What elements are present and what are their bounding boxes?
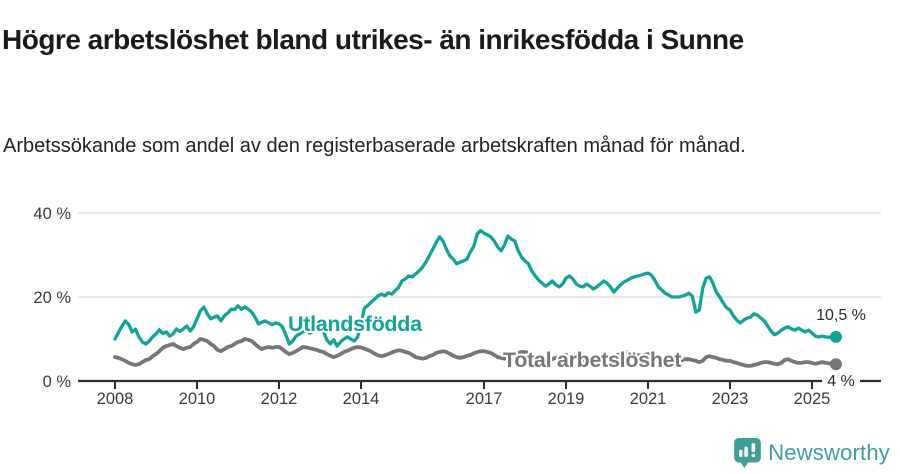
series-label-1: Total arbetslöshet — [503, 348, 681, 372]
brand-name: Newsworthy — [768, 440, 890, 465]
end-dot-1 — [829, 358, 842, 371]
series-line-0 — [113, 228, 838, 348]
svg-text:40 %: 40 % — [33, 205, 71, 223]
y-axis-labels: 0 % 20 % 40 % — [33, 205, 71, 391]
series-line-1 — [113, 337, 838, 368]
svg-text:2017: 2017 — [466, 390, 503, 408]
svg-text:20 %: 20 % — [33, 289, 71, 307]
svg-text:2008: 2008 — [97, 390, 134, 408]
svg-text:2025: 2025 — [794, 390, 831, 408]
end-label-1: 4 % — [827, 373, 855, 390]
page-title: Högre arbetslöshet bland utrikes- än inr… — [2, 23, 744, 55]
svg-text:2021: 2021 — [630, 390, 667, 408]
newsworthy-icon — [734, 438, 762, 468]
svg-text:2010: 2010 — [179, 390, 216, 408]
svg-text:0 %: 0 % — [43, 373, 72, 391]
svg-text:2023: 2023 — [712, 390, 749, 408]
series-label-0: Utlandsfödda — [288, 312, 423, 336]
svg-text:2012: 2012 — [261, 390, 298, 408]
end-label-0: 10,5 % — [816, 307, 866, 324]
x-axis-labels: 2008 2010 2012 2014 2017 2019 2021 2023 2025 — [97, 390, 831, 408]
chart-canvas: 0 %20 %40 %2008 2010 2012 2014 2017 2019 2021 2… — [33, 205, 881, 408]
end-label-1-bg — [822, 372, 860, 389]
page-subtitle: Arbetssökande som andel av den registerb… — [3, 135, 746, 157]
brand-logo[interactable]: Newsworthy — [734, 438, 890, 468]
end-dot-0 — [829, 330, 842, 343]
x-axis — [78, 379, 881, 389]
svg-text:2014: 2014 — [343, 390, 380, 408]
svg-text:2019: 2019 — [548, 390, 585, 408]
gridlines — [78, 212, 881, 298]
